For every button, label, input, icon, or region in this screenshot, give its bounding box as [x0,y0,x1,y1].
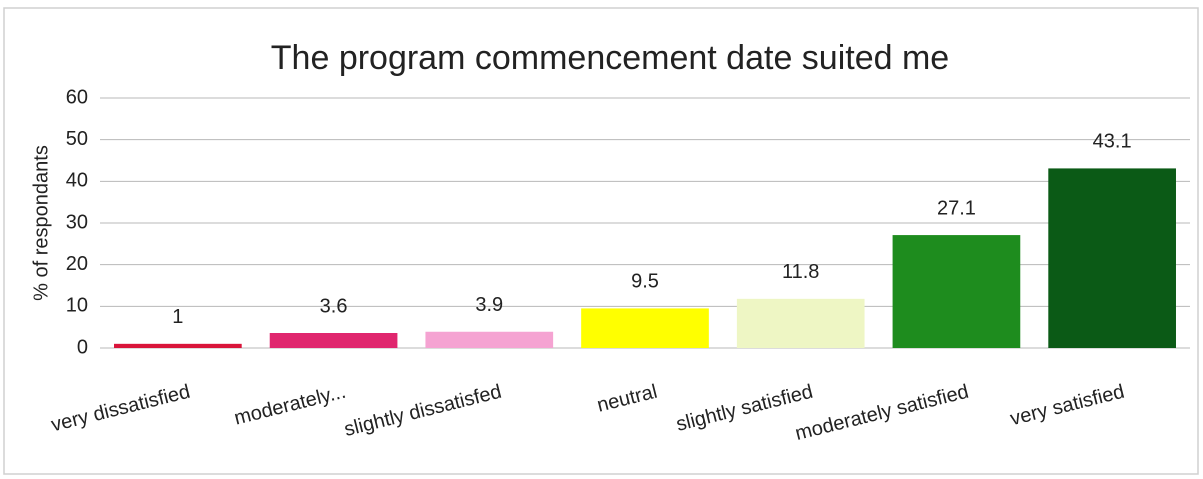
bar [736,298,865,348]
chart-title: The program commencement date suited me [271,39,949,77]
data-label: 1 [172,306,183,328]
y-tick-label: 10 [66,295,88,317]
y-tick-label: 50 [66,128,88,150]
y-tick-label: 40 [66,170,88,192]
data-label: 43.1 [1093,131,1132,153]
y-tick-label: 30 [66,211,88,233]
bar [1048,168,1176,348]
y-tick-label: 60 [66,86,88,108]
y-tick-label: 20 [66,253,88,275]
bar [581,308,709,348]
data-label: 11.8 [782,261,819,283]
y-tick-label: 0 [77,336,88,358]
data-label: 3.6 [320,295,348,317]
bar [425,331,554,348]
bar [114,343,242,348]
y-axis-label: % of respondants [30,145,52,301]
data-label: 9.5 [631,271,659,293]
bar [269,333,398,348]
data-label: 27.1 [937,197,976,219]
data-label: 3.9 [475,294,503,316]
bar [892,235,1021,348]
